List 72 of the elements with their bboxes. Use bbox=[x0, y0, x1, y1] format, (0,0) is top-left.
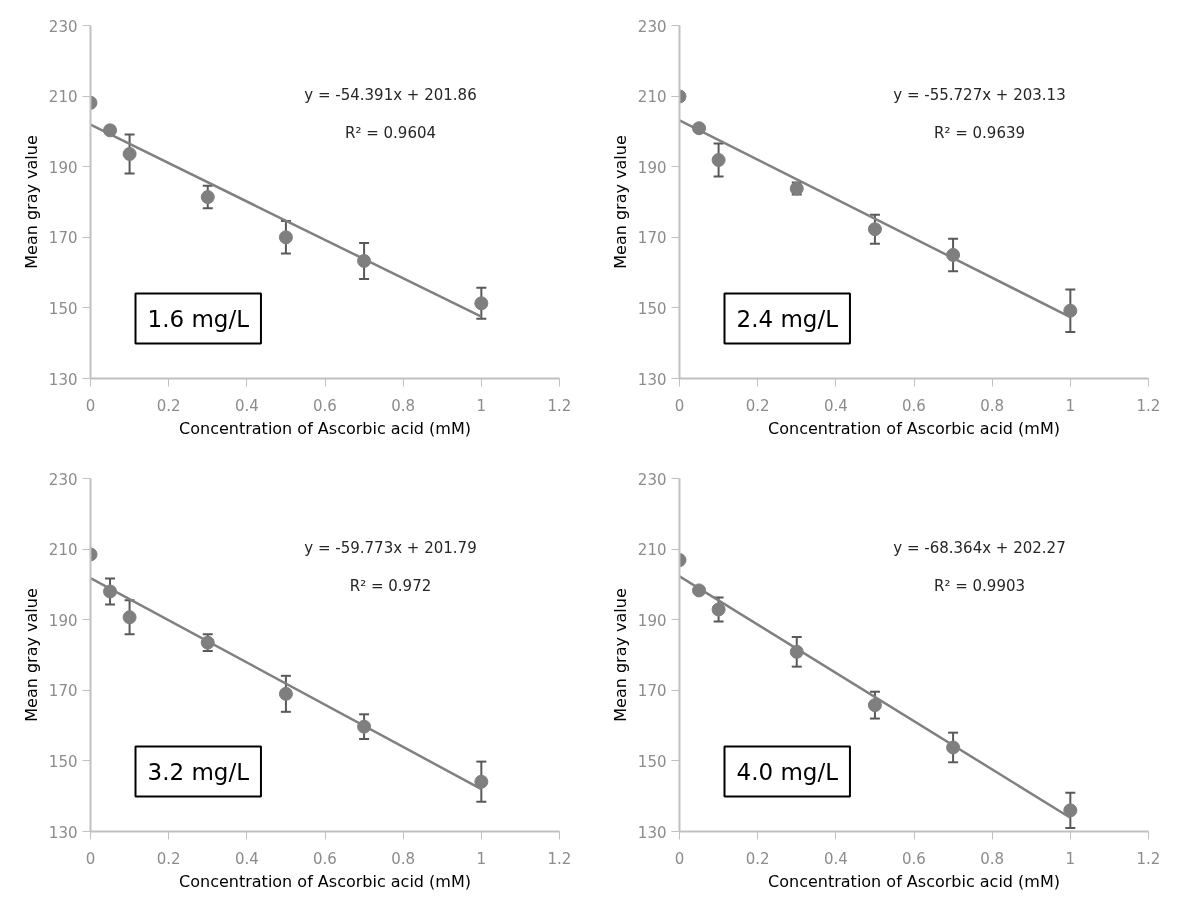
x-tick-label: 1 bbox=[1065, 396, 1076, 415]
x-tick-label: 1.2 bbox=[547, 849, 572, 868]
y-axis-title: Mean gray value bbox=[610, 135, 630, 269]
y-tick-label: 170 bbox=[48, 229, 78, 248]
y-axis-title: Mean gray value bbox=[610, 588, 630, 722]
x-tick-label: 1 bbox=[476, 396, 487, 415]
y-tick-label: 230 bbox=[48, 470, 78, 489]
x-tick-label: 0.2 bbox=[156, 396, 181, 415]
annotation: R² = 0.9903 bbox=[933, 576, 1026, 595]
x-tick-label: 0.4 bbox=[234, 396, 259, 415]
y-tick-label: 150 bbox=[48, 299, 78, 318]
annotation: 4.0 mg/L bbox=[736, 758, 839, 785]
y-tick-label: 170 bbox=[637, 229, 667, 248]
y-tick-label: 190 bbox=[637, 158, 667, 177]
x-tick-label: 0.4 bbox=[823, 849, 848, 868]
annotation: R² = 0.9639 bbox=[933, 123, 1026, 142]
y-tick-label: 210 bbox=[48, 541, 78, 560]
x-tick-label: 1 bbox=[1065, 849, 1076, 868]
y-tick-label: 190 bbox=[637, 611, 667, 630]
annotation: y = -59.773x + 201.79 bbox=[304, 538, 477, 557]
annotation: 2.4 mg/L bbox=[736, 305, 839, 332]
y-axis-title: Mean gray value bbox=[21, 588, 41, 722]
x-tick-label: 0 bbox=[674, 849, 685, 868]
y-tick-label: 130 bbox=[48, 370, 78, 389]
y-tick-label: 170 bbox=[48, 682, 78, 701]
x-tick-label: 0.2 bbox=[745, 396, 770, 415]
annotation: y = -55.727x + 203.13 bbox=[893, 85, 1066, 104]
x-tick-label: 0.6 bbox=[902, 849, 926, 868]
y-tick-label: 150 bbox=[637, 299, 667, 318]
y-tick-label: 230 bbox=[637, 17, 667, 36]
y-tick-label: 190 bbox=[48, 158, 78, 177]
x-tick-label: 0 bbox=[85, 849, 96, 868]
x-tick-label: 1.2 bbox=[1136, 396, 1161, 415]
x-axis-title: Concentration of Ascorbic acid (mM) bbox=[179, 871, 471, 891]
y-tick-label: 210 bbox=[637, 541, 667, 560]
y-tick-label: 210 bbox=[48, 88, 78, 107]
y-axis-title: Mean gray value bbox=[21, 135, 41, 269]
x-tick-label: 0.8 bbox=[391, 396, 416, 415]
x-tick-label: 0.2 bbox=[745, 849, 770, 868]
x-tick-label: 0.6 bbox=[313, 849, 337, 868]
annotation: y = -54.391x + 201.86 bbox=[304, 85, 477, 104]
x-tick-label: 0.8 bbox=[980, 396, 1005, 415]
x-tick-label: 0.6 bbox=[313, 396, 337, 415]
y-tick-label: 170 bbox=[637, 682, 667, 701]
x-tick-label: 0.2 bbox=[156, 849, 181, 868]
y-tick-label: 190 bbox=[48, 611, 78, 630]
y-tick-label: 130 bbox=[637, 370, 667, 389]
annotation: 1.6 mg/L bbox=[147, 305, 250, 332]
x-tick-label: 0.8 bbox=[391, 849, 416, 868]
y-tick-label: 130 bbox=[48, 823, 78, 842]
x-tick-label: 0.6 bbox=[902, 396, 926, 415]
x-tick-label: 0 bbox=[85, 396, 96, 415]
x-axis-title: Concentration of Ascorbic acid (mM) bbox=[768, 871, 1060, 891]
x-tick-label: 1.2 bbox=[1136, 849, 1161, 868]
y-tick-label: 130 bbox=[637, 823, 667, 842]
y-tick-label: 210 bbox=[637, 88, 667, 107]
x-tick-label: 0.8 bbox=[980, 849, 1005, 868]
y-tick-label: 230 bbox=[637, 470, 667, 489]
x-tick-label: 0.4 bbox=[234, 849, 259, 868]
x-tick-label: 1.2 bbox=[547, 396, 572, 415]
annotation: R² = 0.9604 bbox=[344, 123, 437, 142]
x-axis-title: Concentration of Ascorbic acid (mM) bbox=[768, 418, 1060, 438]
annotation: y = -68.364x + 202.27 bbox=[893, 538, 1066, 557]
x-tick-label: 0 bbox=[674, 396, 685, 415]
y-tick-label: 230 bbox=[48, 17, 78, 36]
annotation: 3.2 mg/L bbox=[147, 758, 250, 785]
x-tick-label: 0.4 bbox=[823, 396, 848, 415]
x-tick-label: 1 bbox=[476, 849, 487, 868]
y-tick-label: 150 bbox=[637, 752, 667, 771]
annotation: R² = 0.972 bbox=[349, 576, 432, 595]
y-tick-label: 150 bbox=[48, 752, 78, 771]
x-axis-title: Concentration of Ascorbic acid (mM) bbox=[179, 418, 471, 438]
